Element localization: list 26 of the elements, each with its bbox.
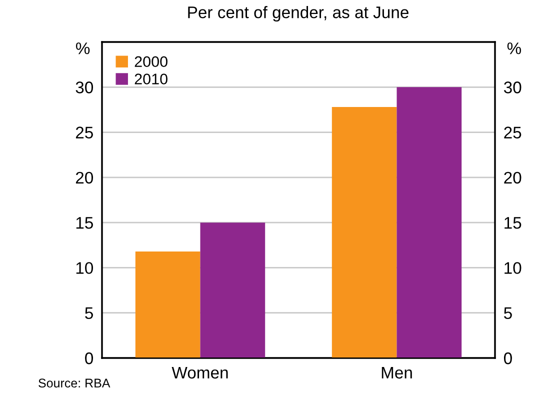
chart-subtitle: Per cent of gender, as at June bbox=[188, 6, 408, 22]
legend-label: 2000 bbox=[134, 56, 168, 68]
y2-axis-title: % bbox=[507, 42, 522, 54]
y-tick-label: 10 bbox=[76, 262, 94, 274]
y2-tick-label: 0 bbox=[504, 352, 512, 364]
y2-tick-label: 5 bbox=[504, 307, 512, 320]
y2-tick-label: 10 bbox=[504, 262, 522, 274]
y-tick-label: 20 bbox=[76, 172, 94, 184]
bar bbox=[135, 251, 200, 358]
y-tick-label: 25 bbox=[76, 126, 93, 138]
bar bbox=[396, 87, 462, 358]
x-tick-label: Men bbox=[382, 366, 412, 379]
y-tick-label: 15 bbox=[76, 217, 93, 229]
y2-tick-label: 20 bbox=[504, 172, 522, 184]
source-note: Source: RBA bbox=[38, 378, 110, 388]
bar bbox=[332, 107, 397, 358]
bar bbox=[200, 222, 266, 358]
y2-tick-label: 30 bbox=[504, 82, 522, 94]
legend-label: 2010 bbox=[134, 74, 168, 84]
y2-tick-label: 15 bbox=[504, 217, 522, 229]
y-axis-title: % bbox=[76, 42, 90, 54]
y-tick-label: 0 bbox=[85, 352, 94, 364]
y2-tick-label: 25 bbox=[504, 126, 522, 138]
x-tick-label: Women bbox=[172, 366, 228, 379]
y-tick-label: 5 bbox=[85, 307, 93, 320]
y-tick-label: 30 bbox=[76, 82, 94, 94]
